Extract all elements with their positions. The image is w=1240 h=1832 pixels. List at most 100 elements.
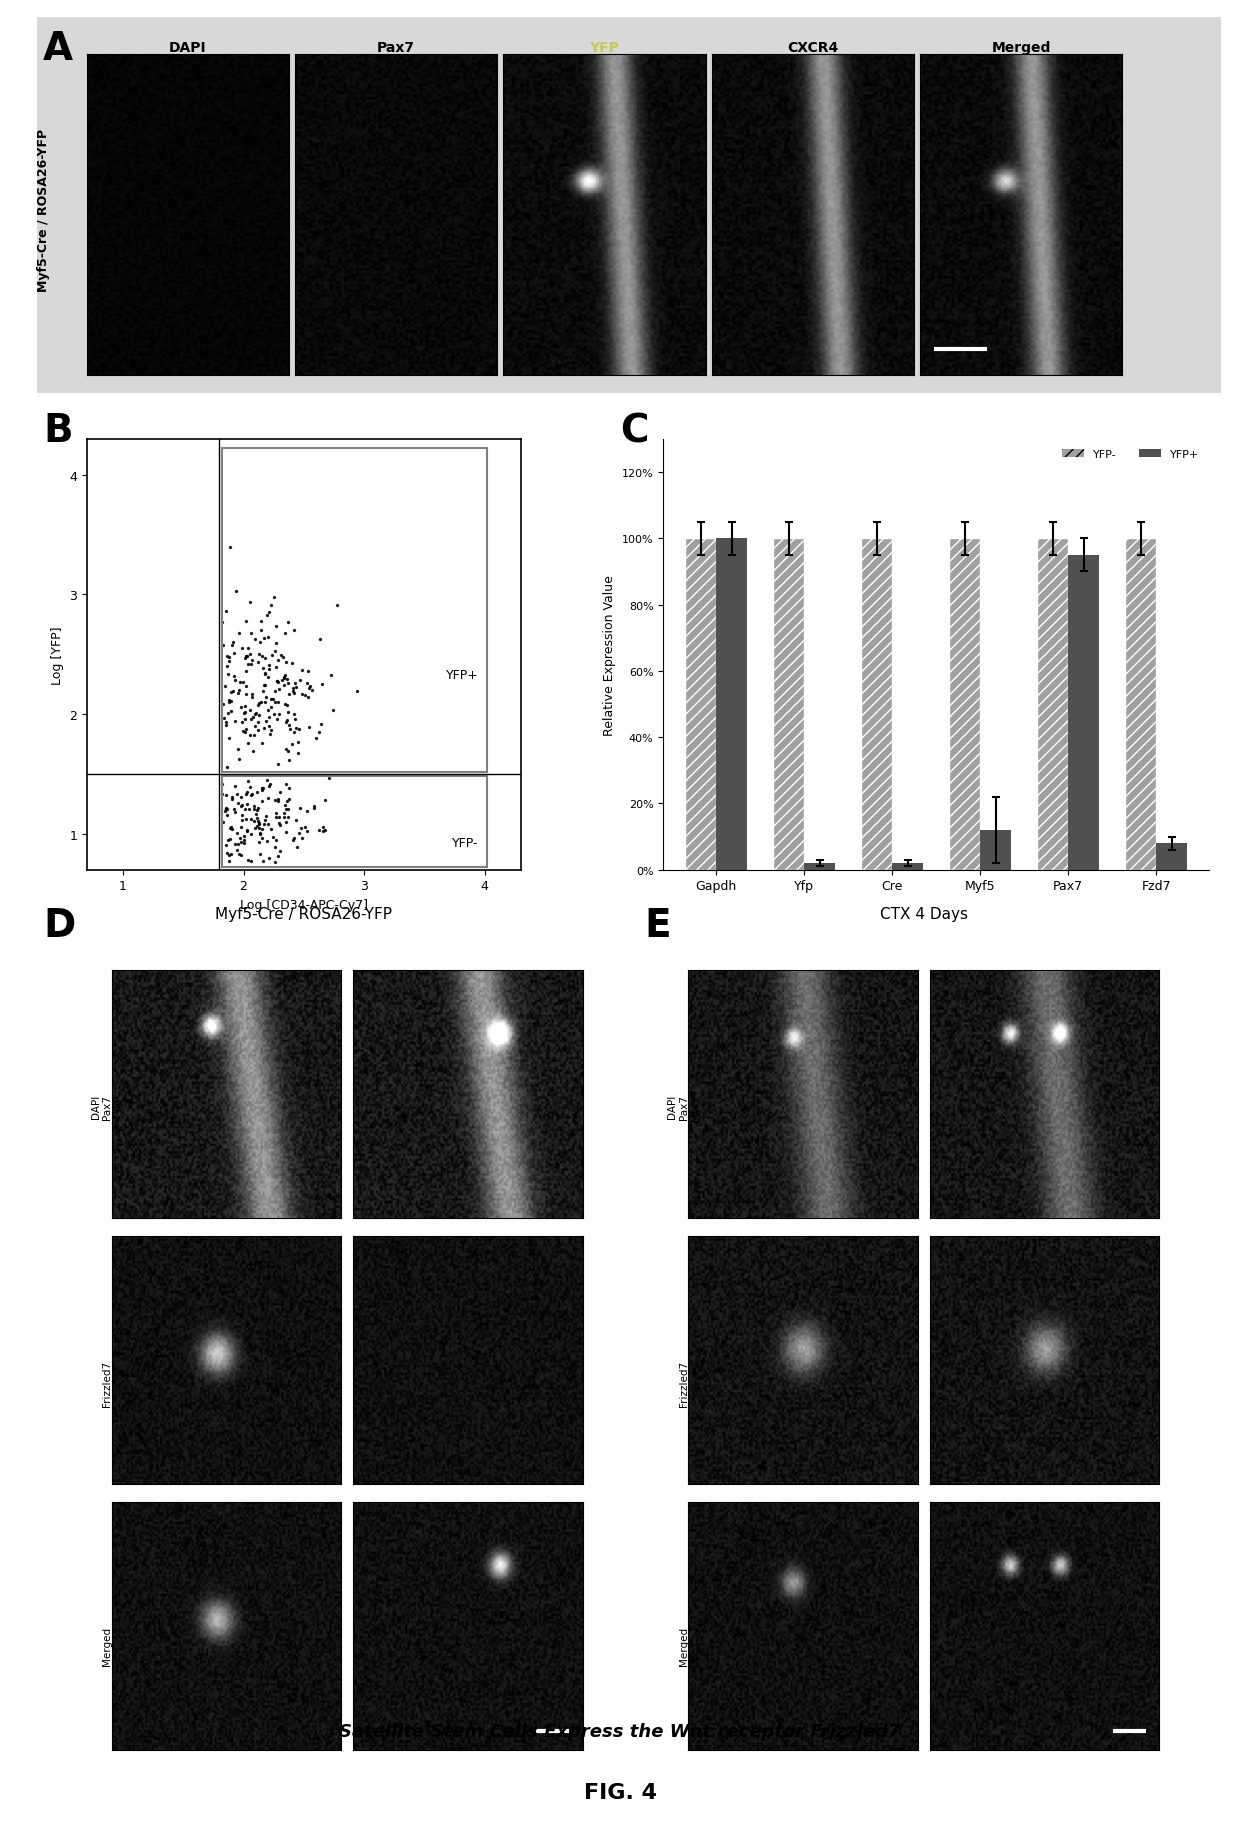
- Point: [268, 841, 288, 870]
- Title: YFP: YFP: [589, 40, 620, 55]
- Point: [277, 788, 296, 817]
- Point: [250, 628, 270, 658]
- Point: [259, 845, 279, 874]
- Point: [248, 795, 268, 824]
- Point: [293, 680, 312, 709]
- Point: [281, 649, 301, 678]
- Point: [255, 660, 275, 689]
- Point: [254, 810, 274, 839]
- Point: [221, 813, 241, 843]
- Point: [223, 676, 243, 705]
- Point: [269, 784, 289, 813]
- Point: [260, 769, 280, 799]
- Point: [252, 729, 272, 758]
- Point: [277, 647, 296, 676]
- Point: [299, 683, 319, 713]
- Point: [241, 619, 260, 649]
- Point: [217, 711, 237, 740]
- Point: [262, 685, 281, 714]
- Point: [265, 848, 285, 878]
- Point: [267, 654, 286, 683]
- Point: [217, 795, 237, 824]
- Point: [296, 669, 316, 698]
- Point: [217, 801, 237, 830]
- Point: [275, 791, 295, 821]
- Point: [228, 735, 248, 764]
- Point: [249, 700, 269, 729]
- Point: [278, 608, 298, 638]
- Point: [269, 700, 289, 729]
- Point: [257, 683, 277, 713]
- Point: [253, 678, 273, 707]
- Point: [258, 663, 278, 692]
- Point: [250, 839, 270, 868]
- Point: [258, 784, 278, 813]
- Point: [241, 705, 260, 735]
- Point: [260, 720, 280, 749]
- Point: [284, 674, 304, 703]
- Point: [215, 703, 234, 733]
- Point: [246, 813, 265, 843]
- Point: [223, 661, 243, 691]
- Point: [312, 817, 332, 846]
- Bar: [686, 539, 717, 870]
- Point: [233, 716, 253, 746]
- Point: [312, 813, 332, 843]
- Bar: [980, 830, 1011, 870]
- Point: [327, 592, 347, 621]
- Point: [242, 780, 262, 810]
- Point: [269, 810, 289, 839]
- Point: [234, 826, 254, 856]
- Point: [265, 834, 285, 863]
- Point: [274, 663, 294, 692]
- Point: [237, 672, 257, 702]
- Y-axis label: DAPI
Pax7
Myf5: DAPI Pax7 Myf5: [667, 1096, 701, 1119]
- Point: [241, 804, 260, 834]
- Point: [232, 707, 252, 736]
- Point: [243, 806, 263, 835]
- Point: [311, 711, 331, 740]
- Point: [233, 823, 253, 852]
- Point: [267, 612, 286, 641]
- Point: [306, 724, 326, 753]
- Point: [299, 674, 319, 703]
- Point: [283, 676, 303, 705]
- Point: [315, 815, 335, 845]
- Point: [254, 625, 274, 654]
- Point: [244, 795, 264, 824]
- Point: [252, 788, 272, 817]
- Point: [223, 628, 243, 658]
- Point: [252, 815, 272, 845]
- Point: [273, 665, 293, 694]
- Point: [263, 685, 283, 714]
- Point: [279, 786, 299, 815]
- Point: [226, 773, 246, 802]
- Point: [217, 753, 237, 782]
- Point: [238, 643, 258, 672]
- Bar: [717, 539, 746, 870]
- Point: [268, 669, 288, 698]
- Point: [265, 678, 285, 707]
- Point: [286, 672, 306, 702]
- Point: [218, 841, 238, 870]
- Point: [236, 606, 255, 636]
- Point: [263, 823, 283, 852]
- Bar: [774, 539, 805, 870]
- Point: [252, 823, 272, 852]
- Point: [310, 625, 330, 654]
- Point: [285, 669, 305, 698]
- Point: [229, 746, 249, 775]
- Text: YFP+: YFP+: [445, 669, 479, 682]
- Point: [274, 799, 294, 828]
- Title: CXCR4: CXCR4: [787, 40, 838, 55]
- Point: [217, 652, 237, 682]
- Point: [249, 810, 269, 839]
- Text: Myf5-Cre / ROSA26-YFP: Myf5-Cre / ROSA26-YFP: [37, 130, 50, 291]
- Point: [236, 643, 255, 672]
- Point: [238, 779, 258, 808]
- Point: [212, 780, 232, 810]
- Point: [273, 643, 293, 672]
- Point: [291, 813, 311, 843]
- Point: [249, 813, 269, 843]
- Point: [252, 606, 272, 636]
